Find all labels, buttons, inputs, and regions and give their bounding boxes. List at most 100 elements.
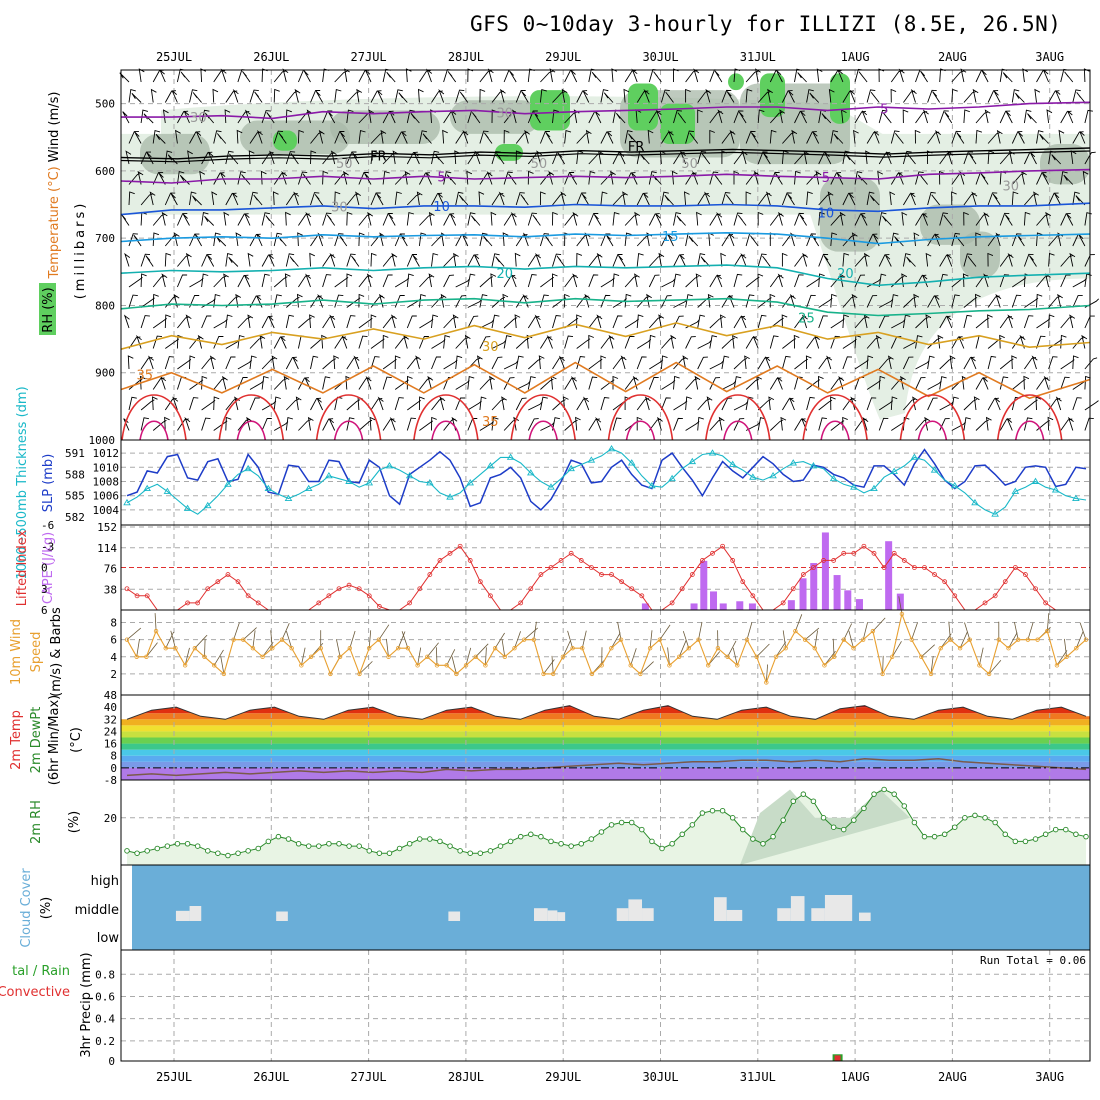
temp-color-band (121, 737, 1090, 744)
wind-barb (273, 88, 280, 103)
wind-barb (740, 252, 747, 267)
wind-barb (608, 334, 615, 349)
wind-barb (583, 396, 590, 411)
wind-barb (346, 151, 357, 165)
wind-barb (431, 314, 439, 329)
precip-tick-label: 0 (108, 1055, 115, 1068)
wind-barb (600, 191, 608, 206)
wind-barb (152, 377, 165, 390)
wind-barb (788, 90, 795, 103)
wind-barb (499, 88, 506, 103)
wind-barb (987, 252, 994, 267)
wind-barb (564, 293, 570, 308)
wind-barb (266, 112, 275, 124)
wind-barb (428, 211, 435, 226)
wind-barb (890, 172, 903, 185)
wind-barb (296, 293, 303, 308)
thickness-marker (607, 444, 616, 452)
wind-barb (256, 129, 263, 144)
rh2m-marker (608, 822, 615, 828)
wind-barb (932, 91, 941, 103)
wind-barb (459, 91, 469, 103)
wind-barb (1015, 92, 1025, 103)
wind-barb (483, 235, 493, 247)
wind-barb (286, 296, 300, 308)
rh2m-marker (1052, 826, 1059, 833)
wind-barb (552, 399, 566, 411)
wind-barb (388, 213, 396, 226)
wind-barb (716, 211, 723, 226)
rh2m-marker (376, 850, 383, 856)
wind-barb (873, 131, 880, 144)
wind10-marker (647, 646, 653, 651)
wind-barb (273, 130, 284, 144)
temp-color-band (121, 731, 1090, 738)
wind10-marker (1064, 654, 1069, 659)
wind-barb (514, 252, 521, 267)
wind-barb (152, 396, 158, 411)
wind-barb (515, 397, 527, 411)
ylabel-precip-conv: Convective (0, 985, 70, 1000)
wind-barb (212, 88, 219, 103)
wind-barb (753, 170, 760, 185)
wind-barb (1060, 254, 1074, 267)
temp-contour-15 (120, 231, 1091, 245)
wind-barb (1007, 314, 1014, 329)
thickness-marker (688, 457, 697, 465)
rh2m-marker (507, 838, 514, 845)
wind-barb (297, 171, 308, 185)
li-marker (447, 550, 453, 556)
wind-barb (850, 396, 857, 411)
li-marker (144, 593, 150, 599)
li-marker (1012, 565, 1018, 570)
wind10-barb (401, 631, 409, 649)
wind-barb (158, 172, 166, 185)
wind-barb (848, 193, 856, 206)
wind-barb (223, 273, 229, 288)
wind-barb (305, 211, 312, 226)
wind10-barb (698, 621, 703, 640)
wind10-marker (328, 671, 333, 677)
wind-barb (134, 131, 142, 144)
wind10-marker (957, 646, 963, 651)
wind-barb (721, 233, 734, 247)
wind-barb (410, 112, 420, 124)
wind-barb (285, 109, 292, 124)
wind10-marker (793, 628, 798, 634)
wind10-marker (289, 646, 294, 651)
wind-barb (503, 335, 512, 349)
wind-barb (394, 173, 408, 185)
wind10-barb (630, 648, 637, 666)
wind-barb (367, 211, 374, 226)
wind-barb (318, 129, 325, 144)
wind-barb (689, 132, 699, 144)
wind-barb (473, 254, 481, 267)
wind-barb (164, 234, 178, 247)
wind-barb (620, 355, 627, 370)
wind-barb (307, 416, 314, 431)
wind-barb (418, 396, 425, 411)
wind10-marker (386, 654, 391, 659)
rh2m-marker (265, 838, 272, 845)
temp-contour-45 (236, 420, 267, 441)
wind-barb (249, 191, 258, 206)
wind-barb (152, 275, 166, 288)
wind-barb (872, 234, 880, 247)
li-marker (992, 593, 998, 599)
wind-barb (326, 214, 336, 226)
wind-barb (213, 377, 226, 390)
wind-barb (271, 355, 278, 370)
wind-barb (394, 191, 402, 206)
wind-barb (1082, 170, 1089, 185)
wind-barb (939, 357, 953, 370)
thickness-marker (991, 510, 999, 517)
wind10-barbs (126, 596, 1087, 683)
wind-barb (915, 335, 923, 349)
wind-barb (1066, 213, 1074, 226)
wind10-barb (682, 630, 690, 649)
wind-barb (128, 89, 136, 103)
wind-barb (882, 112, 892, 124)
wind-barb (943, 215, 953, 226)
wind-barb (975, 129, 983, 144)
thickness-marker (789, 459, 798, 466)
